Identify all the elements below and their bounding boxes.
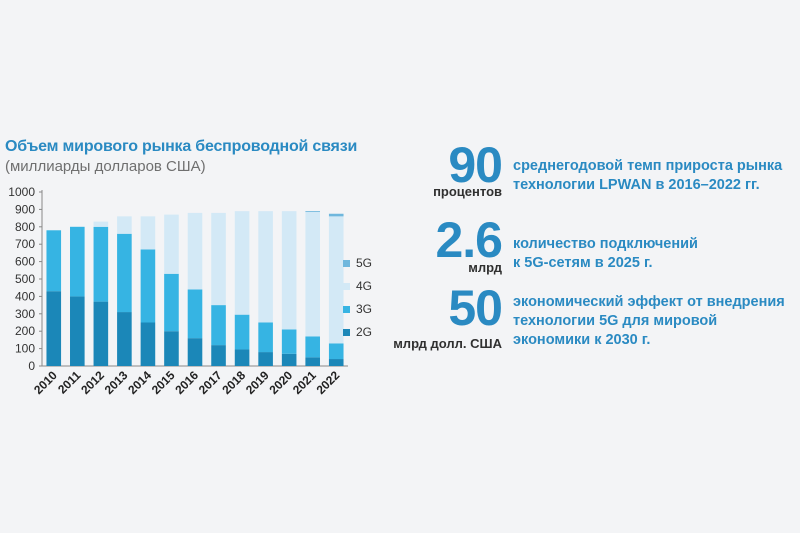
bar-3g-2011	[70, 226, 85, 297]
legend-swatch-4g	[343, 283, 350, 290]
bar-2g-2013	[117, 312, 132, 366]
x-tick-label-2017: 2017	[196, 368, 225, 397]
bar-4g-2017	[211, 212, 226, 306]
stat-value: 2.6	[435, 212, 503, 268]
legend-label-5g: 5G	[356, 256, 372, 270]
legend-swatch-5g	[343, 260, 350, 267]
legend-label-2g: 2G	[356, 325, 372, 339]
y-tick-label: 900	[15, 202, 35, 216]
bar-2g-2012	[93, 301, 109, 366]
chart-subtitle: (миллиарды долларов США)	[5, 158, 206, 175]
x-tick-label-2021: 2021	[290, 368, 319, 397]
bar-3g-2021	[305, 336, 320, 358]
y-tick-label: 500	[15, 272, 35, 286]
stat-description-line: количество подключений	[513, 236, 698, 252]
bar-2g-2016	[187, 338, 203, 366]
x-tick-label-2010: 2010	[31, 368, 60, 397]
chart-title: Объем мирового рынка беспроводной связи	[5, 138, 358, 155]
bar-3g-2022	[328, 343, 344, 360]
x-tick-label-2013: 2013	[102, 368, 131, 397]
bar-4g-2014	[140, 216, 156, 250]
bar-4g-2015	[164, 214, 179, 274]
stat-description: количество подключений к 5G-сетям в 2025…	[513, 235, 698, 273]
y-tick-label: 600	[15, 255, 35, 269]
stat-value: 50	[448, 280, 503, 336]
stat-unit: процентов	[433, 184, 502, 199]
bar-2g-2020	[281, 353, 297, 366]
stat-5g-connections: 2.6 млрд количество подключений к 5G-сет…	[420, 215, 800, 275]
bar-5g-2021	[305, 211, 320, 213]
bar-3g-2013	[117, 233, 132, 313]
bar-2g-2015	[164, 331, 179, 366]
stat-unit: млрд	[468, 260, 502, 275]
bar-3g-2019	[258, 322, 273, 353]
x-tick-label-2015: 2015	[149, 368, 178, 397]
bar-4g-2021	[305, 212, 320, 337]
bar-3g-2012	[93, 226, 109, 302]
bar-4g-2020	[281, 211, 297, 330]
x-tick-label-2019: 2019	[243, 368, 272, 397]
x-tick-label-2011: 2011	[55, 368, 84, 397]
bar-2g-2021	[305, 357, 320, 366]
x-tick-label-2014: 2014	[125, 368, 154, 397]
stat-description: среднегодовой темп прироста рынка технол…	[513, 157, 782, 195]
y-tick-label: 200	[15, 324, 35, 338]
bar-4g-2012	[93, 221, 109, 227]
bar-3g-2017	[211, 305, 226, 346]
x-tick-label-2020: 2020	[266, 368, 295, 397]
stat-5g-economic-effect: 50 млрд долл. США экономический эффект о…	[390, 283, 800, 363]
x-tick-label-2018: 2018	[219, 368, 248, 397]
bar-3g-2016	[187, 289, 203, 339]
bar-3g-2014	[140, 249, 156, 323]
bar-2g-2011	[70, 296, 85, 366]
y-tick-label: 700	[15, 237, 35, 251]
bar-3g-2010	[46, 230, 62, 292]
bar-2g-2022	[328, 359, 344, 366]
bar-2g-2014	[140, 322, 156, 366]
bar-4g-2018	[234, 211, 250, 315]
stat-description-line: среднегодовой темп прироста рынка	[513, 158, 783, 174]
stacked-bar-chart: 0 100 200 300 400 500 600 700 800 900 1000 20102011…	[8, 185, 372, 397]
y-tick-label: 300	[15, 307, 35, 321]
stat-description-line: технологии 5G для мировой	[513, 313, 718, 329]
bar-2g-2018	[234, 349, 250, 366]
bar-5g-2022	[328, 213, 344, 217]
bar-2g-2019	[258, 352, 273, 366]
x-tick-label-2016: 2016	[172, 368, 201, 397]
legend-swatch-3g	[343, 306, 350, 313]
y-tick-label: 0	[28, 359, 35, 373]
legend-label-3g: 3G	[356, 302, 372, 316]
stat-unit: млрд долл. США	[393, 336, 502, 351]
y-tick-label: 1000	[8, 185, 35, 199]
x-tick-label-2012: 2012	[78, 368, 107, 397]
legend-label-4g: 4G	[356, 279, 372, 293]
y-tick-label: 800	[15, 220, 35, 234]
y-tick-label: 400	[15, 289, 35, 303]
stat-description-line: к 5G-сетям в 2025 г.	[513, 255, 653, 271]
bar-3g-2018	[234, 314, 250, 350]
stat-lpwan-growth: 90 процентов среднегодовой темп прироста…	[420, 140, 800, 200]
x-tick-label-2022: 2022	[314, 368, 343, 397]
legend-swatch-2g	[343, 329, 350, 336]
bar-4g-2019	[258, 211, 273, 323]
y-tick-label: 100	[15, 342, 35, 356]
bar-4g-2022	[328, 216, 344, 344]
bar-4g-2016	[187, 212, 203, 290]
stat-description-line: технологии LPWAN в 2016–2022 гг.	[513, 177, 760, 193]
stat-description: экономический эффект от внедрения технол…	[513, 293, 785, 350]
bar-2g-2010	[46, 291, 62, 366]
stat-value: 90	[448, 137, 503, 193]
bar-4g-2013	[117, 216, 132, 234]
stat-description-line: экономический эффект от внедрения	[513, 294, 785, 310]
stat-description-line: экономики к 2030 г.	[513, 332, 651, 348]
bar-2g-2017	[211, 345, 226, 366]
bar-3g-2015	[164, 273, 179, 332]
bar-3g-2020	[281, 329, 297, 354]
